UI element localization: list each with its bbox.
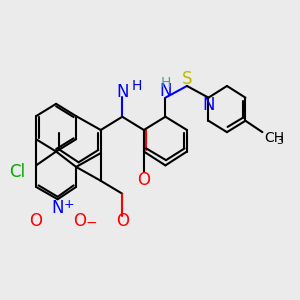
Text: −: −	[85, 216, 97, 230]
Text: N: N	[116, 82, 128, 100]
Text: H: H	[131, 79, 142, 93]
Text: Cl: Cl	[10, 163, 26, 181]
Text: +: +	[64, 198, 74, 211]
Text: N: N	[159, 82, 172, 100]
Text: O: O	[137, 171, 150, 189]
Text: O: O	[30, 212, 43, 230]
Text: N: N	[202, 96, 215, 114]
Text: S: S	[182, 70, 192, 88]
Text: CH: CH	[264, 131, 284, 145]
Text: 3: 3	[276, 136, 283, 146]
Text: N: N	[51, 200, 64, 217]
Text: O: O	[73, 212, 86, 230]
Text: O: O	[116, 212, 129, 230]
Text: H: H	[160, 76, 171, 90]
